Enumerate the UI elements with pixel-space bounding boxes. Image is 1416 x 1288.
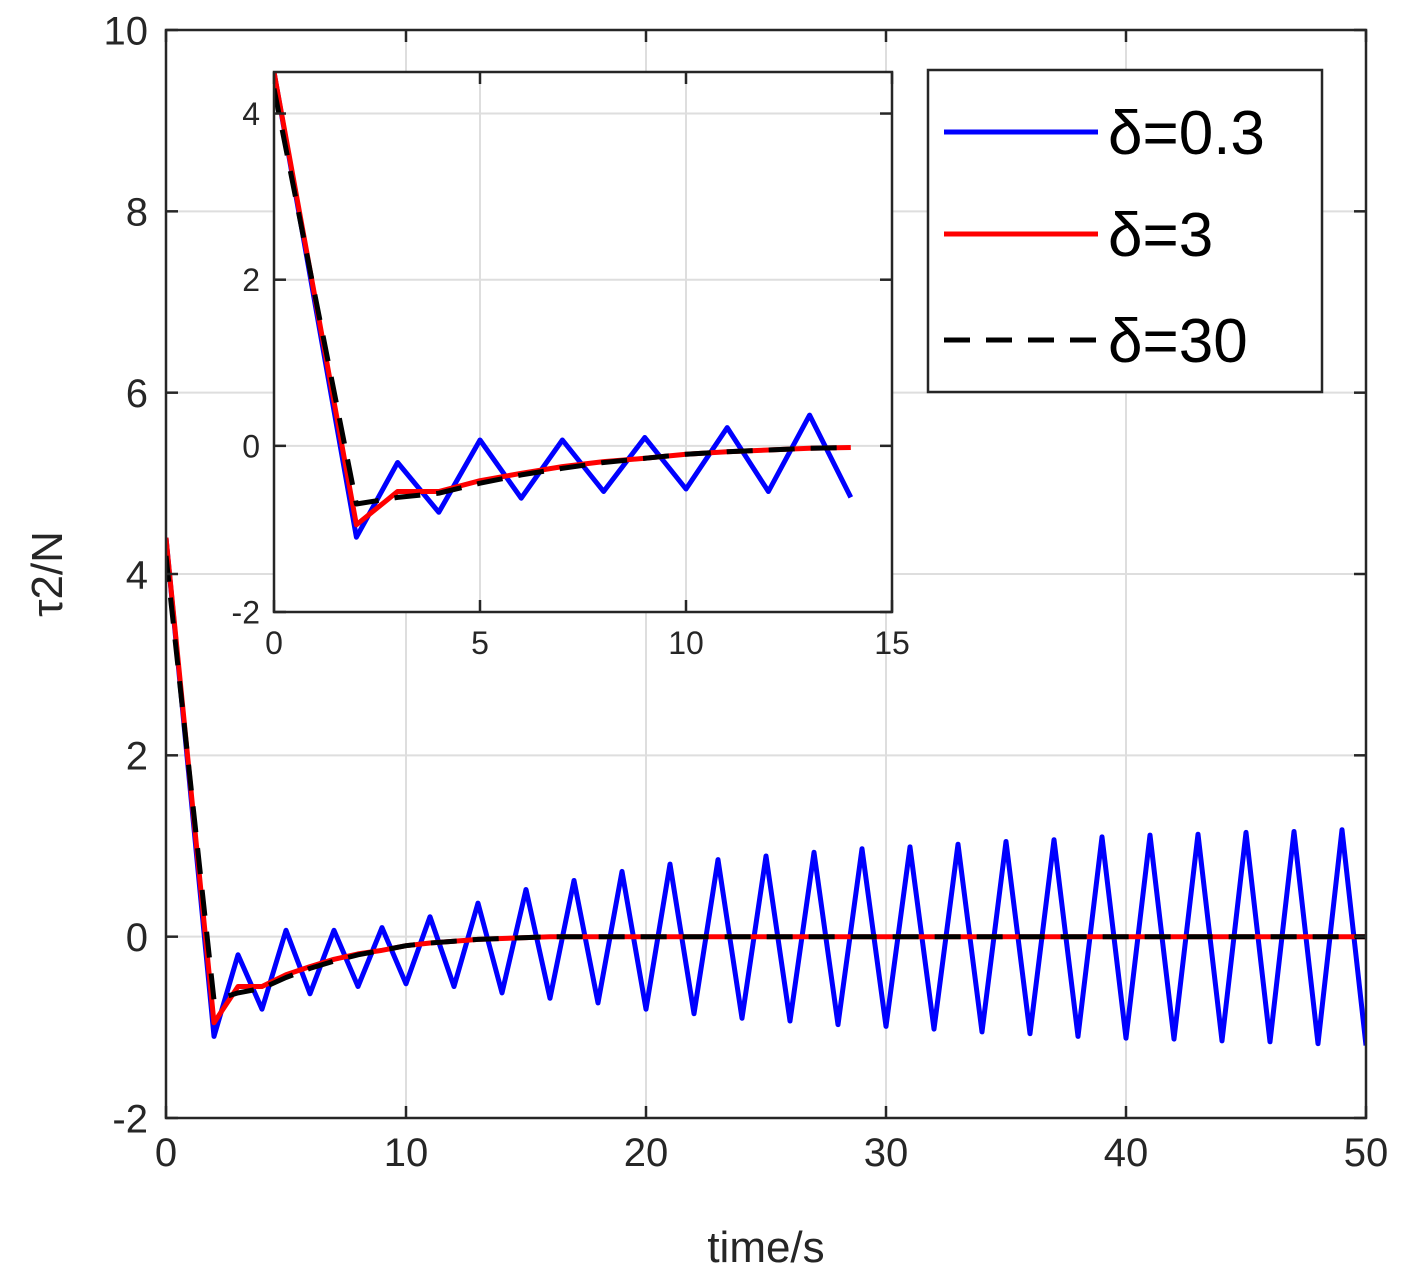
main-x-tick-label: 20 [624,1131,669,1175]
inset-axes-box [272,70,894,614]
inset-grid [274,72,892,612]
inset-series-group [274,72,854,540]
main-y-tick-label: 4 [126,553,148,597]
legend: δ=0.3 δ=3 δ=30 [926,68,1324,394]
inset-x-tick-label: 5 [471,625,489,661]
main-y-tick-label: 8 [126,191,148,235]
inset-x-tick-label: 15 [874,625,910,661]
main-x-tick-label: 0 [155,1131,177,1175]
inset-y-tick-label: 2 [242,262,260,298]
main-x-tick-label: 10 [384,1131,429,1175]
main-ticks [164,28,1368,1120]
inset-x-tick-label: 0 [265,625,283,661]
inset-series-line-3 [274,88,851,507]
y-axis-label: τ2/N [23,531,72,617]
main-series-group [166,537,1366,1047]
main-y-tick-label: 2 [126,735,148,779]
main-x-tick-label: 50 [1344,1131,1389,1175]
inset-y-tick-label: 4 [242,96,260,132]
inset-ticks [272,72,894,614]
inset-x-tick-label: 10 [668,625,704,661]
main-y-tick-label: 10 [104,9,149,53]
main-series-line-3 [166,555,1366,1003]
main-y-tick-label: -2 [112,1097,148,1141]
legend-items: δ=0.3 δ=3 δ=30 [944,99,1265,376]
inset-y-tick-label: -2 [232,595,260,631]
main-y-tick-label: 0 [126,916,148,960]
legend-label-3: δ=30 [1108,307,1248,376]
legend-label-1: δ=0.3 [1108,99,1265,168]
legend-label-2: δ=3 [1108,201,1213,270]
inset-plot-area [274,72,892,612]
inset-y-tick-label: 0 [242,428,260,464]
main-x-tick-label: 30 [864,1131,909,1175]
x-axis-label: time/s [707,1223,824,1272]
main-x-tick-label: 40 [1104,1131,1149,1175]
main-y-tick-label: 6 [126,372,148,416]
